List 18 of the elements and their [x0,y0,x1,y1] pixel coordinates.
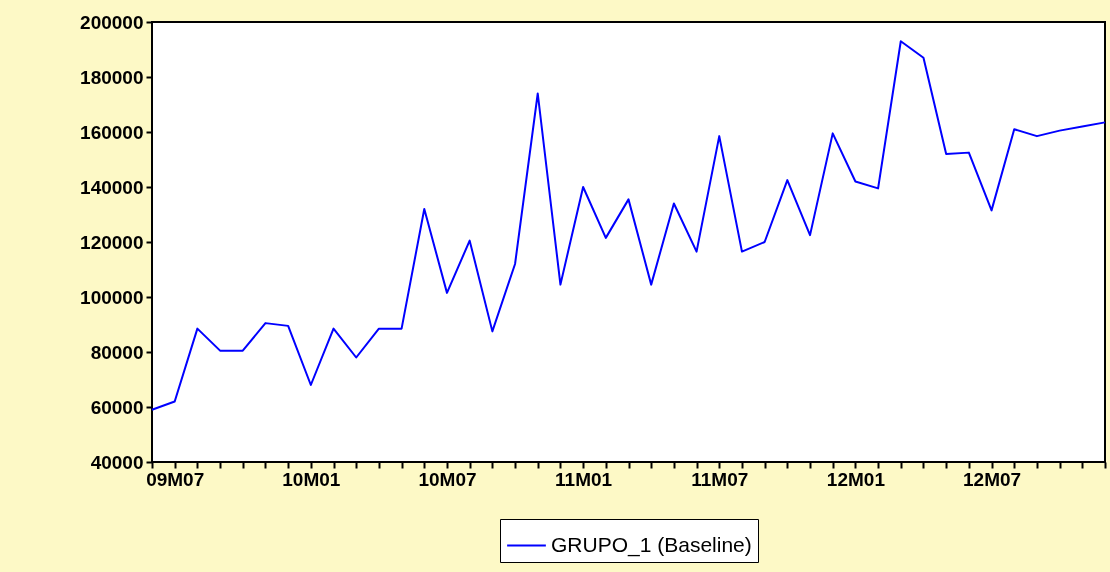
y-tick-label: 80000 [90,341,144,363]
x-tick-label: 11M01 [555,468,613,490]
legend-label: GRUPO_1 (Baseline) [551,532,752,557]
line-series [151,40,1106,411]
y-tick-label: 60000 [90,396,144,418]
y-tick-label: 100000 [80,286,144,308]
x-tick-label: 10M07 [418,468,477,490]
x-tick-label: 12M01 [826,468,886,490]
y-tick-label: 120000 [80,231,144,253]
x-tick-label: 11M07 [691,468,749,490]
x-tick-label: 09M07 [146,468,205,490]
y-tick-label: 160000 [80,121,144,143]
y-tick-label: 180000 [80,66,144,88]
y-tick-label: 140000 [80,176,144,198]
y-tick-label: 40000 [90,451,144,473]
y-tick-label: 200000 [80,11,144,33]
x-tick-label: 12M07 [962,468,1022,490]
x-tick-label: 10M01 [282,468,341,490]
